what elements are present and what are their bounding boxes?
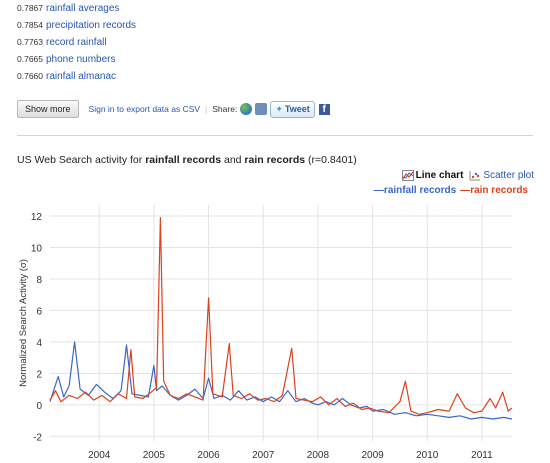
legend-rainfall-records[interactable]: —rainfall records: [373, 185, 457, 196]
share-label: Share:: [212, 104, 238, 114]
chart-series: [49, 217, 513, 420]
correlation-score: 0.7763: [17, 37, 43, 47]
rss-feed-icon[interactable]: [255, 103, 268, 115]
x-tick-label: 2007: [252, 450, 275, 461]
related-terms-list: 0.7867 rainfall averages 0.7854 precipitat…: [17, 0, 136, 85]
x-tick-label: 2006: [197, 450, 220, 461]
correlation-score: 0.7660: [17, 71, 43, 81]
list-item: 0.7854 precipitation records: [17, 17, 136, 34]
twitter-bird-icon: ✦: [275, 103, 283, 114]
related-term-link[interactable]: rainfall almanac: [46, 71, 117, 82]
y-tick-label: 6: [36, 306, 42, 317]
x-tick-label: 2008: [307, 450, 330, 461]
chart-title-suffix: (r=0.8401): [305, 154, 357, 166]
y-tick-label: 8: [36, 275, 42, 286]
list-item: 0.7660 rainfall almanac: [17, 68, 136, 85]
legend-label: rainfall records: [383, 185, 457, 196]
line-chart-toggle[interactable]: Line chart: [401, 170, 464, 181]
correlation-score: 0.7867: [17, 3, 43, 13]
y-axis-label: Normalized Search Activity (σ): [18, 259, 29, 387]
chart-type-toggles: Line chart Scatter plot: [396, 170, 534, 181]
search-activity-chart: -2 0 2 4 6 8 10 12 2004 2005 2006 2007 2008 2009 2010…: [18, 205, 513, 461]
chart-title-term1: rainfall records: [145, 154, 222, 166]
chart-title-prefix: US Web Search activity for: [17, 154, 146, 166]
list-item: 0.7763 record rainfall: [17, 34, 136, 51]
y-axis-ticks: -2 0 2 4 6 8 10 12: [31, 212, 43, 443]
legend-label: rain records: [470, 185, 528, 196]
y-tick-label: 0: [36, 401, 42, 412]
results-toolbar: Show more Sign in to export data as CSV …: [17, 99, 330, 119]
export-csv-link[interactable]: Sign in to export data as CSV: [88, 104, 201, 114]
line-chart-icon: [401, 170, 414, 181]
related-term-link[interactable]: record rainfall: [46, 37, 107, 48]
tweet-label: Tweet: [284, 104, 310, 114]
y-tick-label: 2: [36, 369, 42, 380]
facebook-share-icon[interactable]: f: [318, 103, 330, 115]
related-term-link[interactable]: rainfall averages: [46, 3, 120, 14]
list-item: 0.7665 phone numbers: [17, 51, 136, 68]
chart-title-conj: and: [221, 154, 245, 166]
scatter-plot-label: Scatter plot: [483, 170, 534, 181]
correlation-score: 0.7854: [17, 20, 43, 30]
chart-legend: —rainfall records —rain records: [370, 185, 528, 196]
list-item: 0.7867 rainfall averages: [17, 0, 136, 17]
section-divider: [17, 135, 533, 136]
related-term-link[interactable]: precipitation records: [46, 20, 137, 31]
x-tick-label: 2004: [88, 450, 111, 461]
y-tick-label: 10: [31, 243, 43, 254]
x-tick-label: 2011: [471, 450, 493, 461]
toolbar-separator: |: [205, 104, 208, 114]
scatter-plot-toggle[interactable]: Scatter plot: [469, 170, 534, 181]
chart-grid: [50, 205, 512, 441]
google-share-icon[interactable]: [240, 103, 253, 115]
x-tick-label: 2005: [143, 450, 166, 461]
x-tick-label: 2009: [361, 450, 384, 461]
scatter-plot-icon: [469, 171, 481, 181]
series-line-rain-records: [49, 217, 513, 415]
related-term-link[interactable]: phone numbers: [46, 54, 116, 65]
chart-title: US Web Search activity for rainfall reco…: [17, 154, 357, 166]
y-tick-label: -2: [33, 432, 42, 443]
plot-area: [50, 205, 512, 441]
correlation-score: 0.7665: [17, 54, 43, 64]
tweet-button[interactable]: ✦ Tweet: [270, 100, 315, 118]
y-tick-label: 4: [36, 338, 42, 349]
x-tick-label: 2010: [416, 450, 439, 461]
show-more-button[interactable]: Show more: [17, 100, 79, 118]
line-chart-label: Line chart: [415, 170, 464, 181]
y-tick-label: 12: [31, 212, 43, 223]
chart-title-term2: rain records: [244, 154, 306, 166]
x-axis-ticks: 2004 2005 2006 2007 2008 2009 2010 2011: [88, 450, 493, 461]
legend-rain-records[interactable]: —rain records: [460, 185, 528, 196]
